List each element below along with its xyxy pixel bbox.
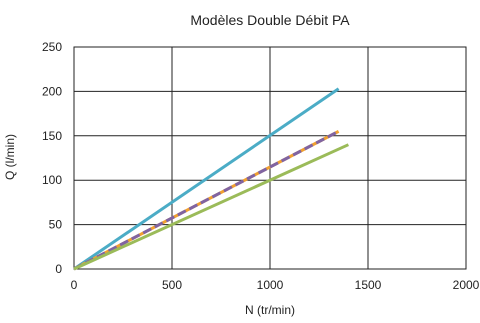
x-tick-label: 1500 (355, 278, 382, 292)
series-line-1 (73, 87, 340, 271)
plot-frame (73, 46, 467, 270)
x-tick-label: 1000 (257, 278, 284, 292)
y-tick-label: 200 (42, 84, 62, 98)
y-tick-label: 250 (42, 40, 62, 54)
grid (73, 46, 467, 270)
y-axis-label: Q (l/min) (3, 134, 17, 180)
x-tick-label: 0 (71, 278, 78, 292)
series-line-3 (73, 130, 340, 271)
y-tick-labels: 0 50 100 150 200 250 (42, 40, 62, 276)
x-tick-label: 2000 (453, 278, 480, 292)
y-tick-label: 0 (55, 262, 62, 276)
y-tick-label: 150 (42, 129, 62, 143)
x-tick-label: 500 (162, 278, 182, 292)
x-tick-labels: 0 500 1000 1500 2000 (71, 278, 480, 292)
chart-title: Modèles Double Débit PA (190, 12, 350, 28)
y-tick-label: 100 (42, 173, 62, 187)
series-line-4 (73, 143, 350, 271)
x-axis-label: N (tr/min) (245, 303, 295, 317)
series-group (73, 87, 350, 271)
y-tick-label: 50 (49, 218, 63, 232)
